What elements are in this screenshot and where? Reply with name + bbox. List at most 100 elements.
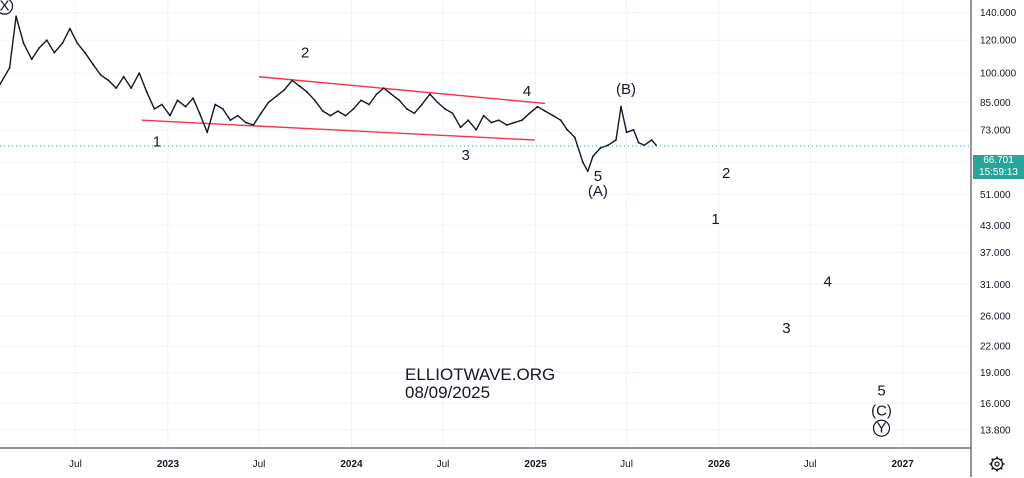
wave-label: (C) (871, 402, 892, 419)
price-point (192, 97, 195, 100)
x-tick-label: Jul (253, 459, 266, 470)
price-point (405, 108, 408, 110)
price-point (581, 161, 584, 164)
y-tick-label: 26.000 (980, 311, 1011, 322)
price-point (61, 42, 64, 45)
price-point (15, 15, 17, 18)
price-point (459, 126, 462, 129)
wave-label: 5 (594, 168, 602, 185)
price-point (536, 105, 539, 108)
price-point (451, 112, 454, 115)
wave-circle (872, 419, 891, 437)
wave-label: 3 (782, 320, 790, 337)
watermark-line1: ELLIOTWAVE.ORG (405, 365, 555, 384)
x-tick-label: Jul (69, 459, 82, 470)
x-tick-label: Jul (437, 459, 450, 470)
gear-icon[interactable] (988, 455, 1006, 473)
price-point (429, 93, 431, 95)
time-axis[interactable]: Jul 2023 Jul 2024 Jul 2025 Jul 2026 Jul 2027 (0, 447, 971, 470)
price-point (528, 112, 531, 115)
y-tick-label: 16.000 (980, 399, 1011, 410)
price-point (138, 72, 141, 74)
price-point (92, 63, 94, 66)
price-point (245, 121, 247, 124)
price-point (544, 110, 546, 112)
price-point (390, 93, 393, 95)
price-point (229, 119, 232, 122)
grid-lines (0, 0, 970, 448)
price-point (115, 87, 118, 89)
price-point (298, 85, 301, 88)
price-point (497, 119, 500, 122)
price-point (599, 147, 602, 149)
price-point (632, 128, 635, 131)
price-axis[interactable]: 140.000120.000100.00085.00073.00061.0005… (970, 0, 1017, 477)
x-tick-label: Jul (620, 459, 633, 470)
price-point (45, 39, 48, 42)
price-point (38, 47, 41, 49)
price-point (76, 42, 79, 45)
price-point (176, 99, 179, 102)
wave-label: Y (876, 420, 886, 437)
price-point (69, 27, 71, 30)
trendlines (141, 76, 546, 141)
price-point (513, 121, 516, 124)
price-point (122, 75, 125, 78)
price-point (145, 91, 148, 93)
watermark-line2: 08/09/2025 (405, 383, 490, 402)
price-point (592, 155, 594, 158)
price-point (352, 108, 355, 110)
price-point (586, 170, 589, 173)
wave-label: 5 (877, 382, 885, 399)
price-point (321, 110, 324, 112)
price-series (0, 15, 970, 173)
y-tick-label: 85.000 (980, 98, 1011, 109)
y-tick-label: 140.000 (980, 8, 1017, 19)
price-point (375, 93, 378, 95)
price-point (521, 119, 523, 122)
price-point (99, 74, 102, 76)
price-point (107, 79, 110, 82)
wave-circle (0, 0, 14, 15)
price-point (53, 51, 56, 54)
wave-label: 4 (523, 83, 531, 100)
price-point (153, 108, 156, 110)
price-point (620, 105, 622, 108)
wave-label: 3 (461, 147, 469, 164)
price-point (625, 131, 628, 134)
y-tick-label: 100.000 (980, 69, 1017, 80)
price-point (130, 87, 133, 89)
x-tick-label: Jul (804, 459, 817, 470)
wave-label: 2 (301, 45, 309, 62)
price-point (198, 112, 201, 115)
wave-label: 4 (824, 273, 832, 290)
y-tick-label: 43.000 (980, 221, 1011, 232)
price-point (615, 139, 617, 141)
price-line (0, 15, 657, 172)
last-price-tag: 66.701 (973, 155, 1024, 167)
price-point (637, 141, 640, 144)
price-point (84, 51, 86, 54)
price-point (382, 87, 385, 89)
price-point (252, 124, 255, 126)
y-tick-label: 51.000 (980, 190, 1011, 201)
price-point (283, 89, 285, 91)
watermark: ELLIOTWAVE.ORG 08/09/2025 (405, 365, 555, 402)
price-point (344, 114, 347, 117)
price-point (436, 101, 439, 104)
price-point (444, 108, 446, 110)
price-point (161, 103, 163, 106)
price-point (0, 83, 1, 86)
price-point (22, 42, 25, 45)
trendline (141, 119, 535, 141)
price-point (169, 114, 171, 117)
y-tick-label: 73.000 (980, 125, 1011, 136)
price-point (267, 101, 270, 104)
x-tick-label: 2025 (524, 459, 547, 470)
x-tick-label: 2023 (157, 459, 180, 470)
x-tick-label: 2024 (340, 459, 363, 470)
price-point (236, 114, 239, 117)
y-tick-label: 31.000 (980, 280, 1011, 291)
